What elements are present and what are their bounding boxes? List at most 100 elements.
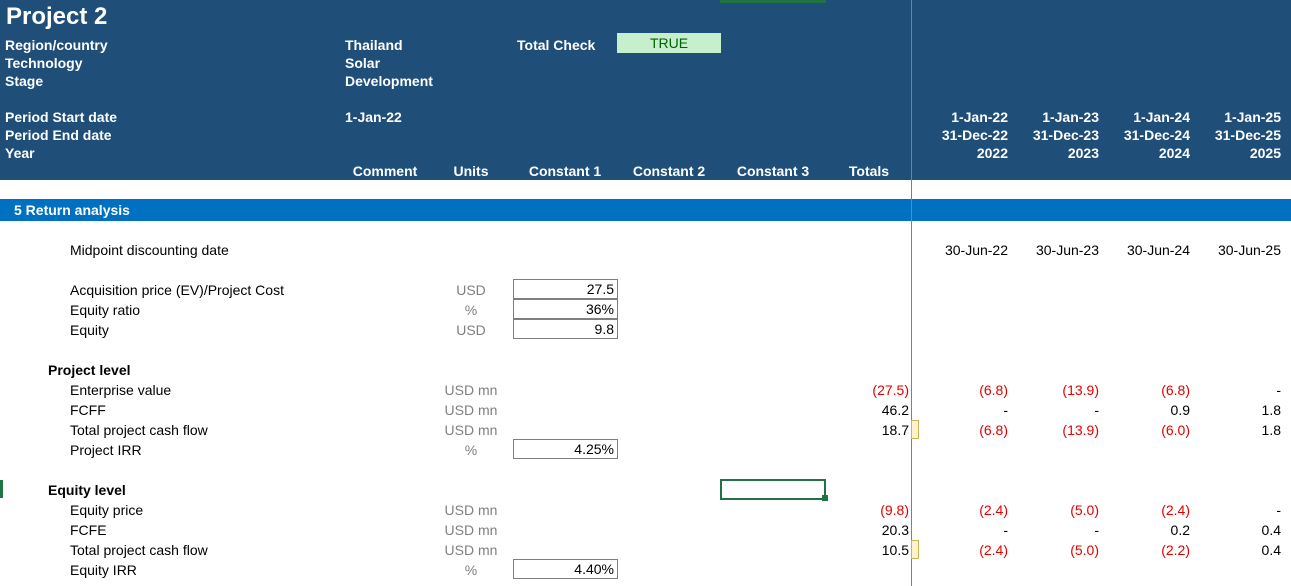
project-irr-unit: %: [464, 442, 478, 458]
acquisition-price-label: Acquisition price (EV)/Project Cost: [70, 282, 284, 298]
enterprise-value-unit: USD mn: [444, 382, 498, 398]
region-value[interactable]: Thailand: [345, 37, 403, 53]
project-irr-value[interactable]: 4.25%: [513, 439, 618, 459]
equity-input[interactable]: 9.8: [513, 319, 618, 339]
column-header-comment: Comment: [352, 163, 418, 179]
column-header-constant-1: Constant 1: [528, 163, 602, 179]
region-label: Region/country: [5, 37, 108, 53]
year-2024: 2024: [1158, 145, 1190, 161]
equity-level-title: Equity level: [48, 482, 126, 498]
fcfe-2022[interactable]: -: [1003, 522, 1008, 538]
equity-cash-flow-2025[interactable]: 0.4: [1261, 542, 1281, 558]
midpoint-label: Midpoint discounting date: [70, 242, 229, 258]
project-level-title: Project level: [48, 362, 131, 378]
section-title: 5 Return analysis: [14, 202, 130, 218]
equity-ratio-unit: %: [464, 302, 478, 318]
period-end-label: Period End date: [5, 127, 112, 143]
midpoint-2025[interactable]: 30-Jun-25: [1217, 242, 1281, 258]
equity-ratio-input[interactable]: 36%: [513, 299, 618, 319]
equity-price-2025[interactable]: -: [1276, 502, 1281, 518]
fcfe-unit: USD mn: [444, 522, 498, 538]
period-end-2024: 31-Dec-24: [1123, 127, 1190, 143]
equity-irr-value[interactable]: 4.40%: [513, 559, 618, 579]
enterprise-value-2022[interactable]: (6.8): [979, 382, 1008, 398]
year-2022: 2022: [976, 145, 1008, 161]
enterprise-value-2024[interactable]: (6.8): [1161, 382, 1190, 398]
equity-cash-flow-unit: USD mn: [444, 542, 498, 558]
fcff-2024[interactable]: 0.9: [1170, 402, 1190, 418]
enterprise-value-total[interactable]: (27.5): [872, 382, 909, 398]
fcff-2023[interactable]: -: [1094, 402, 1099, 418]
equity-price-unit: USD mn: [444, 502, 498, 518]
project-cash-flow-total[interactable]: 18.7: [881, 422, 909, 438]
project-cash-flow-label: Total project cash flow: [70, 422, 208, 438]
column-header-constant-2: Constant 2: [632, 163, 706, 179]
equity-price-2024[interactable]: (2.4): [1161, 502, 1190, 518]
year-2025: 2025: [1249, 145, 1281, 161]
fcff-2022[interactable]: -: [1003, 402, 1008, 418]
equity-cash-flow-2022[interactable]: (2.4): [979, 542, 1008, 558]
enterprise-value-2025[interactable]: -: [1276, 382, 1281, 398]
project-cash-flow-2023[interactable]: (13.9): [1062, 422, 1099, 438]
sheet-header: [0, 0, 1291, 180]
section-bar: [0, 199, 1291, 221]
enterprise-value-label: Enterprise value: [70, 382, 172, 398]
check-marker: [911, 540, 919, 559]
stage-label: Stage: [5, 73, 44, 89]
fcff-unit: USD mn: [444, 402, 498, 418]
total-check-value[interactable]: TRUE: [617, 33, 721, 53]
fcfe-2025[interactable]: 0.4: [1261, 522, 1281, 538]
equity-irr-unit: %: [464, 562, 478, 578]
period-start-value[interactable]: 1-Jan-22: [345, 109, 402, 125]
fcfe-2023[interactable]: -: [1094, 522, 1099, 538]
project-cash-flow-2022[interactable]: (6.8): [979, 422, 1008, 438]
stage-value[interactable]: Development: [345, 73, 433, 89]
period-start-2025: 1-Jan-25: [1224, 109, 1281, 125]
column-header-totals: Totals: [848, 163, 890, 179]
midpoint-2023[interactable]: 30-Jun-23: [1035, 242, 1099, 258]
equity-cash-flow-total[interactable]: 10.5: [881, 542, 909, 558]
equity-label: Equity: [70, 322, 109, 338]
fcff-label: FCFF: [70, 402, 106, 418]
fcff-total[interactable]: 46.2: [881, 402, 909, 418]
period-start-2023: 1-Jan-23: [1042, 109, 1099, 125]
equity-cash-flow-2023[interactable]: (5.0): [1070, 542, 1099, 558]
column-header-constant-3: Constant 3: [736, 163, 810, 179]
equity-unit: USD: [456, 322, 486, 338]
fcfe-2024[interactable]: 0.2: [1170, 522, 1190, 538]
selected-cell[interactable]: [720, 479, 826, 500]
year-label: Year: [5, 145, 35, 161]
fcfe-total[interactable]: 20.3: [881, 522, 909, 538]
page-title: Project 2: [6, 3, 108, 30]
enterprise-value-2023[interactable]: (13.9): [1062, 382, 1099, 398]
equity-price-2022[interactable]: (2.4): [979, 502, 1008, 518]
project-cash-flow-2025[interactable]: 1.8: [1261, 422, 1281, 438]
technology-label: Technology: [5, 55, 83, 71]
period-end-2022: 31-Dec-22: [941, 127, 1008, 143]
period-end-2023: 31-Dec-23: [1032, 127, 1099, 143]
midpoint-2024[interactable]: 30-Jun-24: [1126, 242, 1190, 258]
active-column-indicator: [720, 0, 826, 3]
period-start-label: Period Start date: [5, 109, 118, 125]
midpoint-2022[interactable]: 30-Jun-22: [944, 242, 1008, 258]
total-check-label: Total Check: [517, 37, 596, 53]
check-marker: [911, 420, 919, 439]
technology-value[interactable]: Solar: [345, 55, 381, 71]
equity-ratio-label: Equity ratio: [70, 302, 141, 318]
frozen-pane-divider: [911, 0, 912, 586]
period-start-2024: 1-Jan-24: [1133, 109, 1190, 125]
acquisition-price-input[interactable]: 27.5: [513, 279, 618, 299]
fcff-2025[interactable]: 1.8: [1261, 402, 1281, 418]
equity-cash-flow-label: Total project cash flow: [70, 542, 208, 558]
acquisition-price-unit: USD: [456, 282, 486, 298]
fcfe-label: FCFE: [70, 522, 107, 538]
period-end-2025: 31-Dec-25: [1214, 127, 1281, 143]
equity-price-total[interactable]: (9.8): [880, 502, 909, 518]
equity-price-2023[interactable]: (5.0): [1070, 502, 1099, 518]
fill-handle[interactable]: [822, 495, 828, 501]
equity-cash-flow-2024[interactable]: (2.2): [1161, 542, 1190, 558]
column-header-units: Units: [453, 163, 489, 179]
project-cash-flow-unit: USD mn: [444, 422, 498, 438]
project-cash-flow-2024[interactable]: (6.0): [1161, 422, 1190, 438]
equity-price-label: Equity price: [70, 502, 144, 518]
